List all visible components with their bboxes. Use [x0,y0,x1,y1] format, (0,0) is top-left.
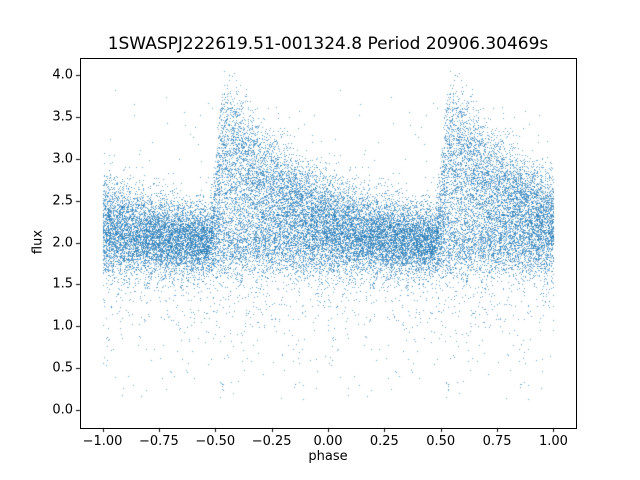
y-tick-label: 2.0 [52,235,73,250]
x-tick-label: −0.50 [195,434,236,449]
y-tick-label: 0.5 [52,360,73,376]
y-tick-label: 1.0 [52,318,73,334]
y-axis-label: flux [30,229,46,255]
x-tick-label: 0.00 [313,434,343,449]
x-tick-label: −0.75 [138,434,179,449]
x-axis-label: phase [308,449,348,464]
x-tick-label: 1.00 [538,434,568,449]
x-tick-label: 0.75 [482,434,512,449]
y-tick-label: 4.0 [52,67,73,83]
x-tick-label: 0.25 [369,434,399,449]
y-tick-label: 2.5 [52,193,73,209]
y-tick-label: 3.5 [52,109,73,125]
x-tick-label: 0.50 [426,434,456,449]
y-tick-label: 3.0 [52,151,73,167]
x-tick-label: −0.25 [251,434,292,449]
y-tick-label: 0.0 [52,402,73,418]
y-tick-label: 1.5 [52,276,73,292]
chart-title: 1SWASPJ222619.51-001324.8 Period 20906.3… [107,34,549,54]
x-tick-label: −1.00 [82,434,123,449]
